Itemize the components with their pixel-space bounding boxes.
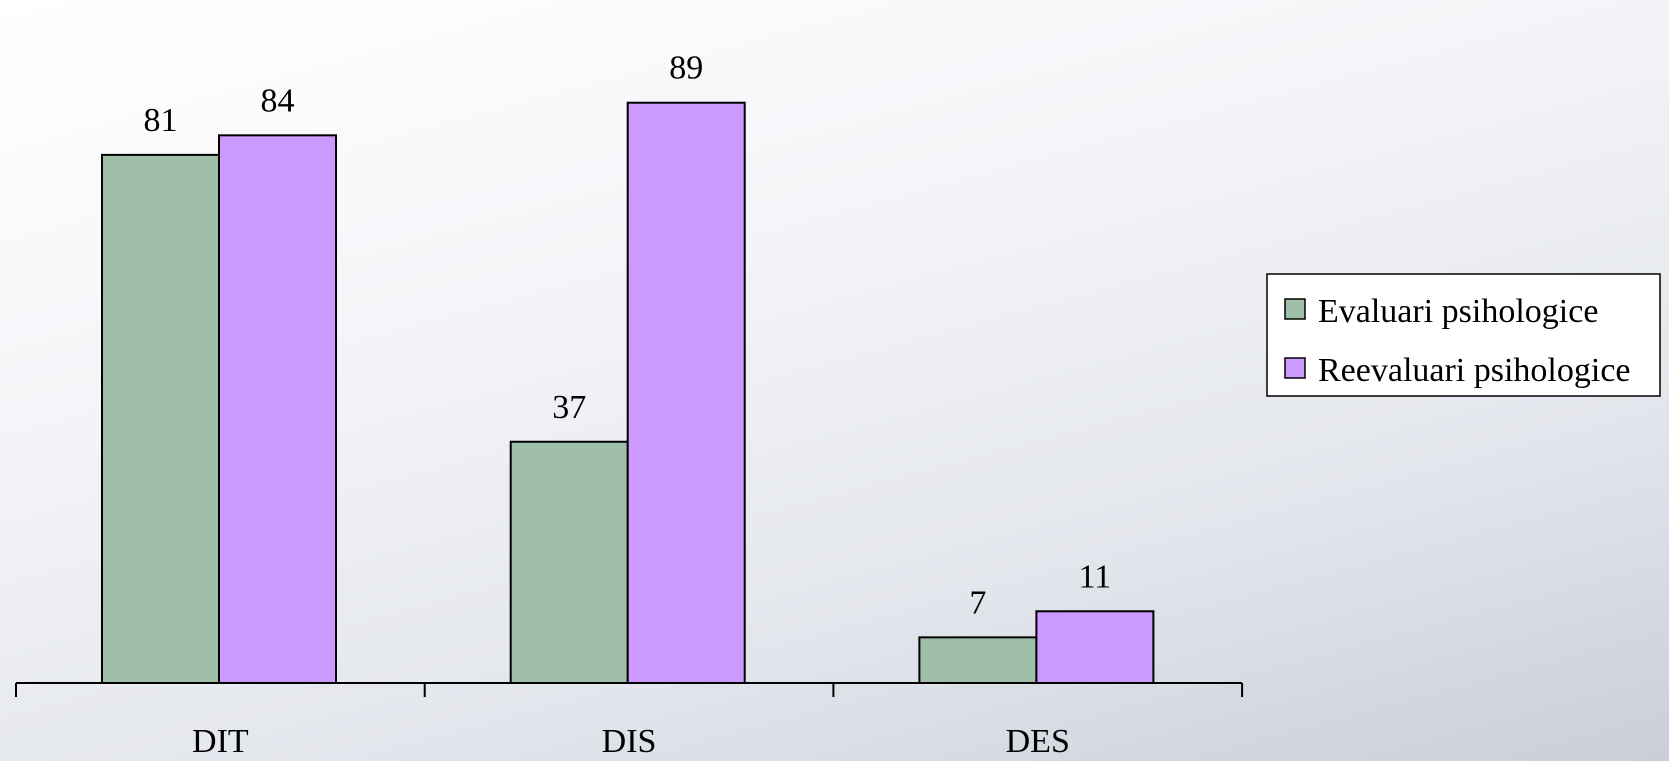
legend-label-evaluari: Evaluari psihologice <box>1318 293 1598 330</box>
legend-swatch-evaluari <box>1284 298 1306 320</box>
x-tick-label-dit: DIT <box>192 723 249 760</box>
bar-evaluari-dis <box>509 440 629 685</box>
legend-swatch-reevaluari <box>1284 357 1306 379</box>
bar-reevaluari-dit <box>218 134 337 684</box>
bar-reevaluari-dis <box>626 101 746 685</box>
x-tick-label-dis: DIS <box>602 723 657 760</box>
bar-evaluari-dit <box>101 153 220 684</box>
plot-area: 81 84 37 89 7 11 <box>101 50 1155 685</box>
data-label-evaluari-dit: 81 <box>144 102 178 139</box>
legend-label-reevaluari: Reevaluari psihologice <box>1318 352 1631 389</box>
bar-reevaluari-des <box>1035 610 1155 685</box>
x-tick-label-des: DES <box>1006 723 1070 760</box>
data-label-evaluari-des: 7 <box>969 584 986 621</box>
data-label-reevaluari-dit: 84 <box>261 82 295 119</box>
bar-evaluari-des <box>918 636 1038 684</box>
legend-box <box>1266 273 1661 397</box>
data-label-evaluari-dis: 37 <box>552 389 586 426</box>
data-label-reevaluari-des: 11 <box>1079 558 1112 595</box>
x-axis: DIT DIS DES <box>15 682 1244 760</box>
data-label-reevaluari-dis: 89 <box>669 50 703 87</box>
legend: Evaluari psihologice Reevaluari psiholog… <box>1266 273 1661 397</box>
